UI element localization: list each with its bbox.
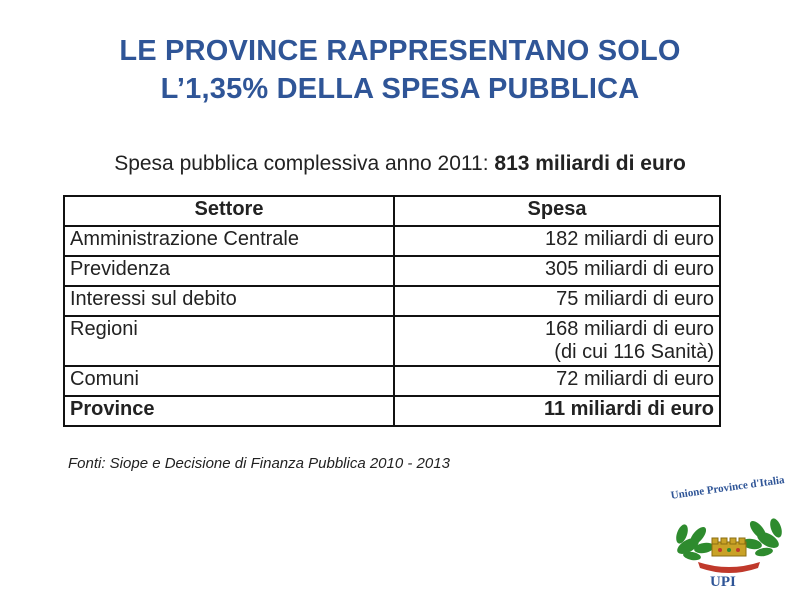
table-header-row: Settore Spesa xyxy=(63,195,721,227)
row-spesa-cell: 168 miliardi di euro (di cui 116 Sanità) xyxy=(393,315,721,367)
table-row: Amministrazione Centrale 182 miliardi di… xyxy=(63,225,721,257)
row-spesa: 11 miliardi di euro xyxy=(393,395,721,427)
subtitle-amount: 813 miliardi di euro xyxy=(494,152,686,175)
upi-logo: Unione Province d'Italia UPI xyxy=(668,474,790,596)
row-settore: Interessi sul debito xyxy=(63,285,395,317)
row-spesa: 305 miliardi di euro xyxy=(393,255,721,287)
row-spesa: 75 miliardi di euro xyxy=(393,285,721,317)
slide-title: LE PROVINCE RAPPRESENTANO SOLO L’1,35% D… xyxy=(0,32,800,108)
header-spesa: Spesa xyxy=(393,195,721,227)
row-spesa-note: (di cui 116 Sanità) xyxy=(554,341,714,363)
table-row: Regioni 168 miliardi di euro (di cui 116… xyxy=(63,315,721,367)
spending-table: Settore Spesa Amministrazione Centrale 1… xyxy=(63,195,721,427)
source-note: Fonti: Siope e Decisione di Finanza Pubb… xyxy=(68,455,450,472)
row-settore: Regioni xyxy=(63,315,395,367)
laurel-crown-emblem-icon xyxy=(676,518,782,573)
row-spesa: 168 miliardi di euro xyxy=(545,318,714,340)
table-row: Previdenza 305 miliardi di euro xyxy=(63,255,721,287)
title-line-2: L’1,35% DELLA SPESA PUBBLICA xyxy=(160,73,640,105)
row-spesa: 72 miliardi di euro xyxy=(393,365,721,397)
logo-upi-text: UPI xyxy=(710,574,736,590)
row-settore: Comuni xyxy=(63,365,395,397)
row-settore: Amministrazione Centrale xyxy=(63,225,395,257)
subtitle-prefix: Spesa pubblica complessiva anno 2011: xyxy=(114,152,495,175)
title-line-1: LE PROVINCE RAPPRESENTANO SOLO xyxy=(119,35,681,67)
table-row-highlight: Province 11 miliardi di euro xyxy=(63,395,721,427)
header-settore: Settore xyxy=(63,195,395,227)
table-row: Comuni 72 miliardi di euro xyxy=(63,365,721,397)
subtitle: Spesa pubblica complessiva anno 2011: 81… xyxy=(0,152,800,176)
row-spesa: 182 miliardi di euro xyxy=(393,225,721,257)
row-settore: Province xyxy=(63,395,395,427)
table-row: Interessi sul debito 75 miliardi di euro xyxy=(63,285,721,317)
row-settore: Previdenza xyxy=(63,255,395,287)
